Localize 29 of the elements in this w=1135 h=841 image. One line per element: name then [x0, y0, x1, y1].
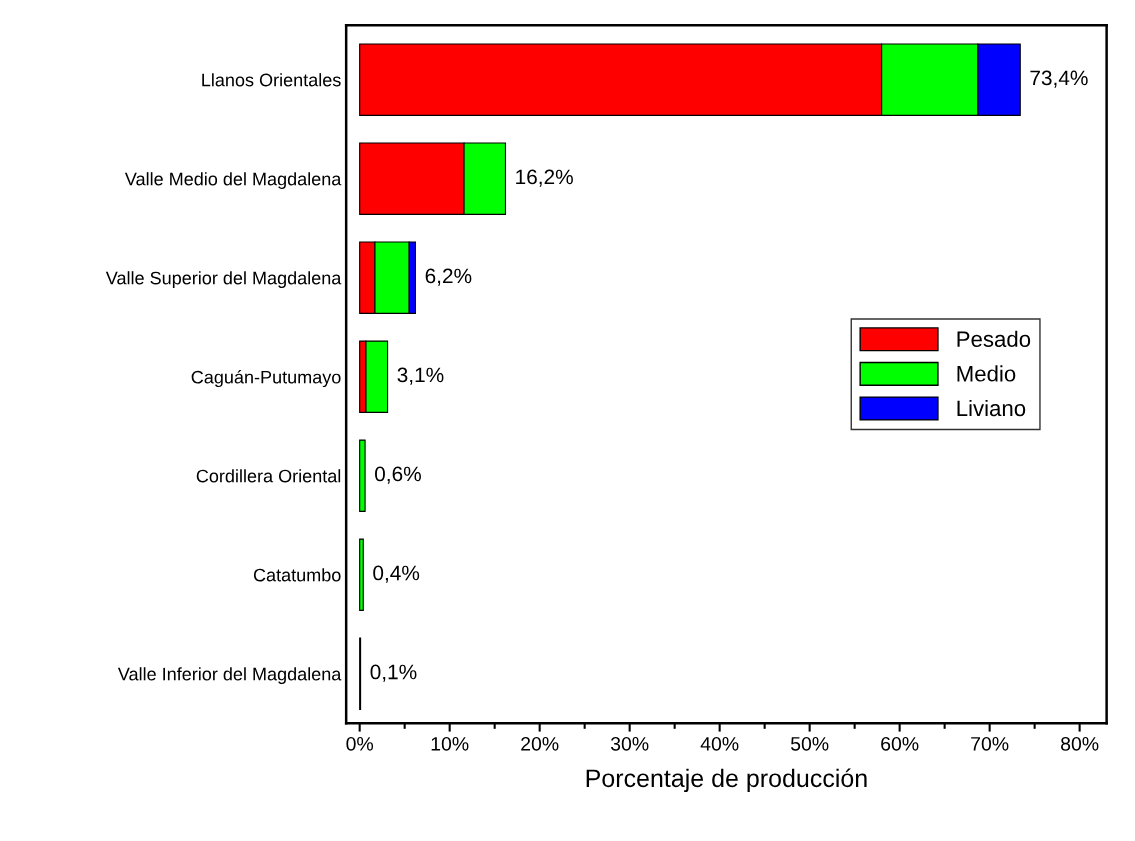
bar: [359, 538, 364, 611]
total-label: 6,2%: [425, 268, 472, 286]
total-label: 0,6%: [375, 466, 421, 484]
x-tick-label: 10%: [431, 736, 469, 751]
x-tick-label: 40%: [700, 736, 739, 751]
total-label: 3,1%: [397, 367, 444, 385]
x-tick-label: 30%: [610, 736, 649, 751]
x-axis-title: Porcentaje de producción: [586, 768, 867, 793]
y-tick-label: Valle Superior del Magdalena: [105, 271, 342, 288]
y-tick-label: Valle Inferior del Magdalena: [117, 667, 342, 685]
legend-label: Medio: [957, 365, 1016, 382]
y-tick-label: Cordillera Oriental: [196, 469, 341, 483]
x-tick-label: 20%: [521, 736, 559, 751]
y-tick-label: Catatumbo: [253, 568, 341, 582]
total-label: 0,1%: [370, 664, 417, 682]
legend-label: Pesado: [957, 330, 1031, 347]
total-label: 0,4%: [373, 565, 420, 583]
x-tick-label: 50%: [790, 736, 829, 751]
total-label: 73,4%: [1030, 70, 1088, 88]
x-tick-label: 60%: [881, 736, 919, 751]
y-tick-label: Llanos Orientales: [202, 73, 341, 87]
bar: [359, 439, 366, 512]
x-tick-label: 0%: [346, 736, 374, 751]
y-tick-label: Valle Medio del Magdalena: [124, 172, 342, 189]
legend-label: Liviano: [957, 399, 1026, 417]
total-label: 16,2%: [516, 169, 573, 187]
x-tick-label: 80%: [1061, 736, 1099, 751]
x-tick-label: 70%: [971, 736, 1009, 751]
y-tick-label: Caguán-Putumayo: [191, 370, 341, 388]
